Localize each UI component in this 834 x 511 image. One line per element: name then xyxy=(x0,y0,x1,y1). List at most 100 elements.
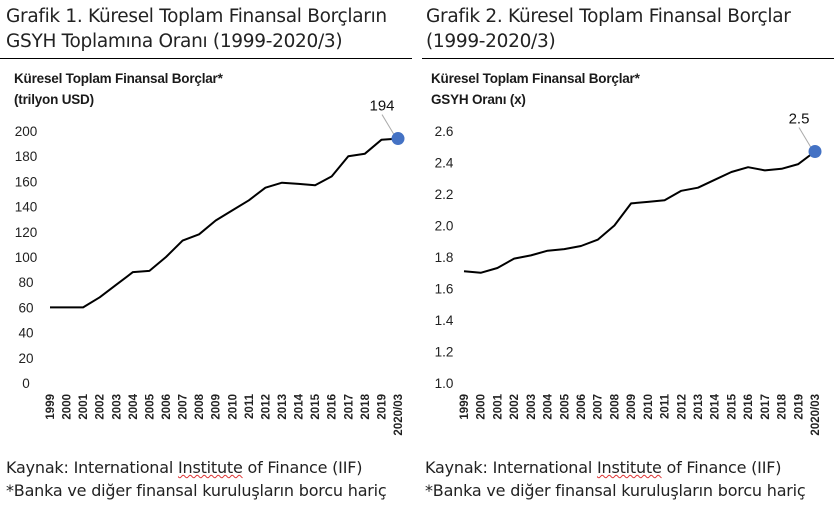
figure-title-2: Grafik 2. Küresel Toplam Finansal Borçla… xyxy=(426,4,791,54)
x-tick-label: 2007 xyxy=(178,394,190,420)
series-line xyxy=(50,137,399,309)
source-note-right: Kaynak: International Institute of Finan… xyxy=(425,456,806,479)
y-tick-label: 20 xyxy=(18,351,33,366)
x-tick-label: 2016 xyxy=(327,394,339,420)
chart-title-2: Küresel Toplam Finansal Borçlar* GSYH Or… xyxy=(431,68,640,110)
x-tick-label: 2004 xyxy=(543,393,555,419)
figure-title-1: Grafik 1. Küresel Toplam Finansal Borçla… xyxy=(6,4,387,54)
y-tick-label: 1.0 xyxy=(435,376,454,391)
source-word: Institute xyxy=(596,458,662,477)
y-tick-label: 60 xyxy=(18,300,33,315)
x-tick-label: 2001 xyxy=(78,393,90,419)
chart-title-1: Küresel Toplam Finansal Borçlar* (trilyo… xyxy=(14,68,223,110)
chart-panel-right: Grafik 2. Küresel Toplam Finansal Borçla… xyxy=(422,0,834,511)
x-tick-label: 2016 xyxy=(743,394,755,420)
y-tick-label: 180 xyxy=(15,149,38,164)
x-tick-label: 2000 xyxy=(62,394,74,420)
y-tick-label: 0 xyxy=(22,376,30,391)
x-tick-label: 2020/03 xyxy=(810,394,822,436)
line-chart-2: 1.0 1.2 1.4 1.6 1.8 2.0 2.2 2.4 2.6 1999 2000 2001 2… xyxy=(435,110,822,436)
x-tick-label: 2019 xyxy=(793,394,805,420)
y-tick-label: 80 xyxy=(18,275,33,290)
source-prefix: Kaynak: International xyxy=(6,458,178,477)
chart-title-2-line2: GSYH Oranı (x) xyxy=(431,92,526,107)
footnotes-left: Kaynak: International Institute of Finan… xyxy=(6,456,387,502)
y-tick-label: 2.4 xyxy=(435,156,454,171)
y-tick-label: 2.2 xyxy=(435,187,454,202)
y-tick-label: 1.6 xyxy=(435,282,454,297)
series-line xyxy=(463,150,816,274)
x-tick-label: 2010 xyxy=(227,394,239,420)
x-tick-label: 2007 xyxy=(593,394,605,420)
x-tick-label: 2019 xyxy=(376,394,388,420)
title-rule-left xyxy=(0,58,412,59)
end-value-label: 194 xyxy=(369,98,394,115)
figure-title-2-line1: Grafik 2. Küresel Toplam Finansal Borçla… xyxy=(426,6,791,27)
source-word: Institute xyxy=(177,458,243,477)
y-tick-label: 2.0 xyxy=(435,219,454,234)
x-tick-label: 2011 xyxy=(660,393,672,419)
chart-title-1-line1: Küresel Toplam Finansal Borçlar* xyxy=(14,71,223,86)
x-tick-label: 2009 xyxy=(626,394,638,420)
y-tick-label: 160 xyxy=(15,174,38,189)
x-tick-label: 2012 xyxy=(260,394,272,420)
footnote-left: *Banka ve diğer finansal kuruluşların bo… xyxy=(6,481,387,500)
x-tick-label: 2012 xyxy=(676,394,688,420)
callout-line xyxy=(381,114,395,135)
x-tick-label: 2006 xyxy=(161,394,173,420)
y-tick-label: 1.8 xyxy=(435,250,454,265)
callout-line xyxy=(798,127,812,148)
source-suffix: of Finance (IIF) xyxy=(242,458,363,477)
end-point-marker xyxy=(808,144,822,158)
x-tick-label: 2000 xyxy=(476,394,488,420)
chart-title-2-line1: Küresel Toplam Finansal Borçlar* xyxy=(431,71,640,86)
x-tick-label: 2013 xyxy=(693,394,705,420)
figure-title-1-line1: Grafik 1. Küresel Toplam Finansal Borçla… xyxy=(6,6,387,27)
x-tick-label: 2010 xyxy=(643,394,655,420)
x-tick-label: 2020/03 xyxy=(393,394,405,436)
x-tick-label: 1999 xyxy=(45,394,57,420)
y-tick-label: 2.6 xyxy=(435,124,454,139)
x-tick-label: 2018 xyxy=(777,393,789,419)
x-tick-label: 2006 xyxy=(576,394,588,420)
source-note-left: Kaynak: International Institute of Finan… xyxy=(6,456,387,479)
y-tick-label: 120 xyxy=(15,225,38,240)
x-tick-label: 2003 xyxy=(111,394,123,420)
source-prefix: Kaynak: International xyxy=(425,458,597,477)
y-tick-label: 1.4 xyxy=(435,313,454,328)
x-tick-label: 2002 xyxy=(95,394,107,420)
x-tick-label: 2017 xyxy=(760,394,772,420)
y-tick-label: 40 xyxy=(18,326,33,341)
x-tick-label: 2008 xyxy=(194,393,206,419)
x-tick-label: 2005 xyxy=(144,393,156,419)
x-tick-label: 2005 xyxy=(559,393,571,419)
y-tick-label: 200 xyxy=(15,124,38,139)
x-tick-label: 2009 xyxy=(211,394,223,420)
title-rule-right xyxy=(422,58,834,59)
line-chart-1: 0 20 40 60 80 100 120 140 160 180 200 1999 2000 2001 2… xyxy=(15,98,405,436)
figure-title-1-line2: GSYH Toplamına Oranı (1999-2020/3) xyxy=(6,31,343,52)
x-tick-label: 2011 xyxy=(244,393,256,419)
x-tick-label: 2003 xyxy=(526,394,538,420)
x-tick-label: 2001 xyxy=(492,393,504,419)
x-tick-label: 2013 xyxy=(277,394,289,420)
x-tick-label: 2014 xyxy=(294,393,306,419)
source-suffix: of Finance (IIF) xyxy=(661,458,782,477)
x-tick-label: 2015 xyxy=(310,393,322,419)
x-tick-label: 2004 xyxy=(128,393,140,419)
y-tick-label: 100 xyxy=(15,250,38,265)
x-tick-label: 2002 xyxy=(509,394,521,420)
y-tick-label: 140 xyxy=(15,200,38,215)
figure-title-2-line2: (1999-2020/3) xyxy=(426,31,556,52)
x-tick-label: 2008 xyxy=(609,393,621,419)
end-point-marker xyxy=(391,132,405,146)
chart-panel-left: Grafik 1. Küresel Toplam Finansal Borçla… xyxy=(0,0,412,511)
footnotes-right: Kaynak: International Institute of Finan… xyxy=(425,456,806,502)
x-tick-label: 2018 xyxy=(360,393,372,419)
x-tick-label: 1999 xyxy=(459,394,471,420)
x-tick-label: 2015 xyxy=(726,393,738,419)
footnote-right: *Banka ve diğer finansal kuruluşların bo… xyxy=(425,481,806,500)
end-value-label: 2.5 xyxy=(789,110,810,127)
chart-title-1-line2: (trilyon USD) xyxy=(14,92,94,107)
x-tick-label: 2017 xyxy=(343,394,355,420)
